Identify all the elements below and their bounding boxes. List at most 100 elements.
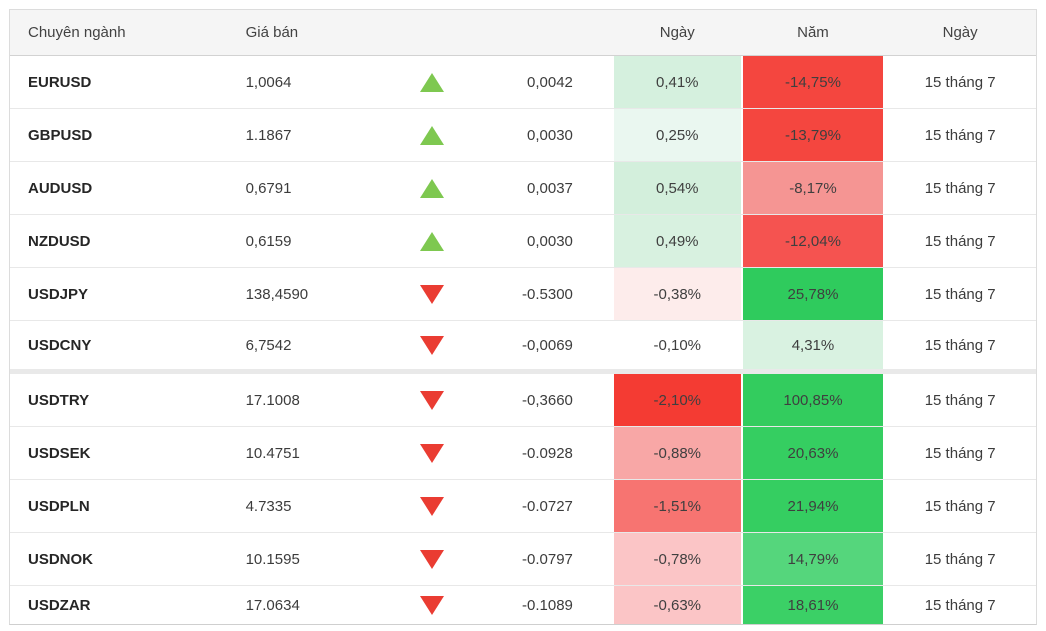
year-change-percent: -13,79% [741,109,885,161]
up-triangle-icon [419,231,444,251]
year-change-percent: 14,79% [741,533,885,585]
table-row[interactable]: USDZAR 17.0634 -0.1089 -0,63% 18,61% 15 tháng… [10,586,1036,624]
table-row[interactable]: NZDUSD 0,6159 0,0030 0,49% -12,04% 15 tháng 7 [10,215,1036,268]
year-change-percent: -8,17% [741,162,885,214]
pair-group-exotics: USDTRY 17.1008 -0,3660 -2,10% 100,85% 15 thán… [10,374,1036,624]
table-header-row: Chuyên ngành Giá bán Ngày Năm Ngày [10,10,1036,56]
direction-cell [395,480,480,532]
direction-cell [395,427,480,479]
column-header-change [480,10,613,55]
direction-cell [395,268,480,320]
column-header-pair: Chuyên ngành [28,24,126,41]
change-value: -0,3660 [522,391,573,409]
date-value: 15 tháng 7 [924,497,996,515]
down-triangle-icon [419,284,444,304]
day-change-percent: 0,25% [612,109,742,161]
up-triangle-icon [419,125,444,145]
change-value: -0,0069 [522,336,573,354]
day-change-percent: 0,54% [612,162,742,214]
date-value: 15 tháng 7 [924,550,996,568]
year-change-percent: 20,63% [741,427,885,479]
year-change-percent: 100,85% [741,374,885,426]
pair-symbol[interactable]: EURUSD [28,73,92,91]
change-value: -0.5300 [522,285,573,303]
table-row[interactable]: USDSEK 10.4751 -0.0928 -0,88% 20,63% 15 tháng… [10,427,1036,480]
direction-cell [395,586,480,624]
price-value: 1.1867 [245,126,292,144]
day-change-percent: -0,88% [612,427,742,479]
date-value: 15 tháng 7 [924,232,996,250]
down-triangle-icon [419,443,444,463]
change-value: -0.0727 [522,497,573,515]
price-value: 10.4751 [245,444,300,462]
year-change-percent: -14,75% [741,56,885,108]
date-value: 15 tháng 7 [924,285,996,303]
pair-symbol[interactable]: USDSEK [28,444,91,462]
pair-symbol[interactable]: USDCNY [28,336,92,354]
direction-cell [395,56,480,108]
price-value: 0,6791 [245,179,292,197]
date-value: 15 tháng 7 [924,596,996,614]
direction-cell [395,321,480,369]
table-row[interactable]: USDPLN 4.7335 -0.0727 -1,51% 21,94% 15 tháng … [10,480,1036,533]
year-change-percent: 18,61% [741,586,885,624]
column-header-price: Giá bán [245,24,299,41]
date-value: 15 tháng 7 [924,179,996,197]
price-value: 1,0064 [245,73,292,91]
day-change-percent: 0,41% [612,56,742,108]
year-change-percent: 25,78% [741,268,885,320]
change-value: -0.0797 [522,550,573,568]
group-separator [10,369,1036,374]
date-value: 15 tháng 7 [924,73,996,91]
date-value: 15 tháng 7 [924,336,996,354]
column-header-day: Ngày [659,24,695,41]
table-row[interactable]: AUDUSD 0,6791 0,0037 0,54% -8,17% 15 tháng 7 [10,162,1036,215]
price-value: 4.7335 [245,497,292,515]
pair-symbol[interactable]: GBPUSD [28,126,93,144]
table-row[interactable]: EURUSD 1,0064 0,0042 0,41% -14,75% 15 tháng 7 [10,56,1036,109]
year-change-percent: 4,31% [741,321,885,369]
day-change-percent: -0,10% [612,321,742,369]
pair-symbol[interactable]: USDJPY [28,285,89,303]
date-value: 15 tháng 7 [924,391,996,409]
change-value: 0,0030 [527,232,573,250]
price-value: 17.1008 [245,391,300,409]
table-row[interactable]: USDNOK 10.1595 -0.0797 -0,78% 14,79% 15 tháng… [10,533,1036,586]
change-value: -0.1089 [522,596,573,614]
direction-cell [395,533,480,585]
down-triangle-icon [419,390,444,410]
pair-symbol[interactable]: USDZAR [28,596,91,614]
direction-cell [395,215,480,267]
day-change-percent: -2,10% [612,374,742,426]
pair-symbol[interactable]: AUDUSD [28,179,93,197]
pair-symbol[interactable]: USDNOK [28,550,94,568]
pair-symbol[interactable]: USDTRY [28,391,90,409]
up-triangle-icon [419,178,444,198]
year-change-percent: -12,04% [741,215,885,267]
up-triangle-icon [419,72,444,92]
price-value: 17.0634 [245,596,300,614]
day-change-percent: 0,49% [612,215,742,267]
table-row[interactable]: GBPUSD 1.1867 0,0030 0,25% -13,79% 15 tháng 7 [10,109,1036,162]
pair-group-majors: EURUSD 1,0064 0,0042 0,41% -14,75% 15 tháng 7… [10,56,1036,369]
price-value: 138,4590 [245,285,309,303]
column-header-direction [395,10,480,55]
price-value: 0,6159 [245,232,292,250]
pair-symbol[interactable]: USDPLN [28,497,90,515]
down-triangle-icon [419,549,444,569]
day-change-percent: -0,63% [612,586,742,624]
day-change-percent: -0,38% [612,268,742,320]
price-value: 10.1595 [245,550,300,568]
price-value: 6,7542 [245,336,292,354]
direction-cell [395,109,480,161]
table-row[interactable]: USDJPY 138,4590 -0.5300 -0,38% 25,78% 15 thán… [10,268,1036,321]
down-triangle-icon [419,335,444,355]
direction-cell [395,374,480,426]
direction-cell [395,162,480,214]
table-row[interactable]: USDTRY 17.1008 -0,3660 -2,10% 100,85% 15 thán… [10,374,1036,427]
change-value: 0,0042 [527,73,573,91]
year-change-percent: 21,94% [741,480,885,532]
pair-symbol[interactable]: NZDUSD [28,232,91,250]
down-triangle-icon [419,496,444,516]
table-row[interactable]: USDCNY 6,7542 -0,0069 -0,10% 4,31% 15 tháng 7 [10,321,1036,369]
